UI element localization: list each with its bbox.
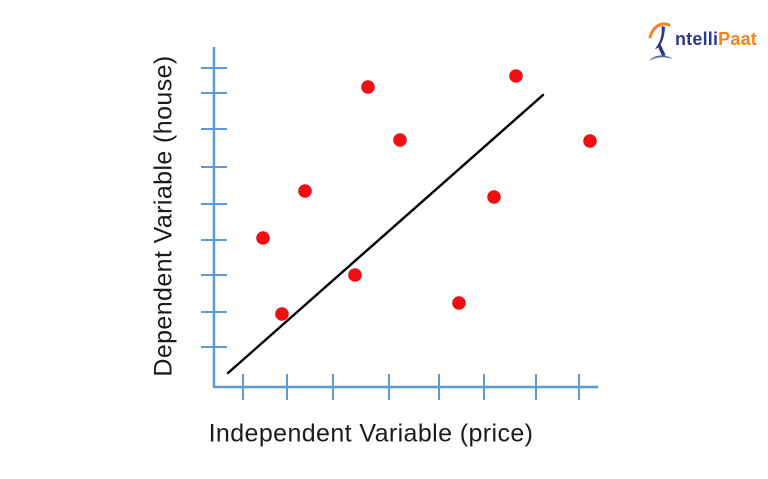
data-point xyxy=(361,80,375,94)
data-point xyxy=(275,307,289,321)
data-point xyxy=(583,134,597,148)
data-point xyxy=(348,268,362,282)
x-axis-label: Independent Variable (price) xyxy=(208,419,534,448)
intellipaat-logo: ntelliPaat xyxy=(648,20,757,64)
data-point xyxy=(393,133,407,147)
regression-line xyxy=(226,93,545,375)
data-point xyxy=(509,69,523,83)
data-point xyxy=(452,296,466,310)
brand-text-prefix: ntelli xyxy=(674,29,719,49)
data-point xyxy=(256,231,270,245)
data-point xyxy=(298,184,312,198)
intellipaat-figure-icon xyxy=(648,22,673,61)
intellipaat-wordmark: ntelliPaat xyxy=(675,30,757,54)
brand-text-suffix: Paat xyxy=(718,29,757,49)
data-point xyxy=(487,190,501,204)
y-axis-label: Dependent Variable (house) xyxy=(149,55,178,377)
